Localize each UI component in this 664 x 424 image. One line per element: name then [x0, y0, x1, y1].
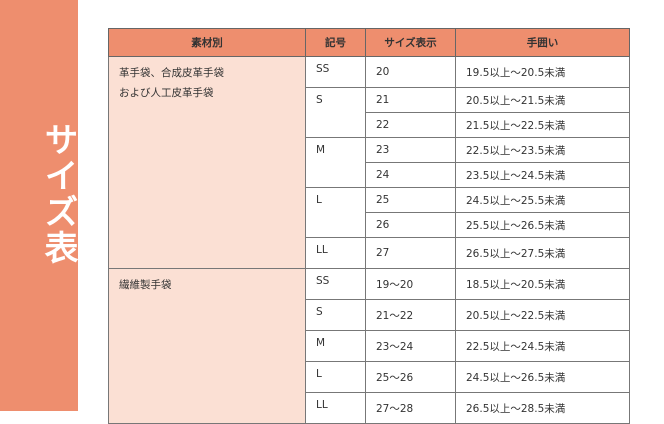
range-cell: 26.5以上～27.5未満 [455, 237, 630, 269]
sidebar-title: サイズ表 [38, 122, 78, 266]
material-label: 繊維製手袋 [119, 279, 172, 291]
size-cell: 24 [365, 162, 456, 188]
symbol-cell: SS [305, 56, 366, 88]
material-label: および人工皮革手袋 [119, 87, 214, 99]
symbol-cell: LL [305, 237, 366, 269]
size-cell: 20 [365, 56, 456, 88]
range-cell: 26.5以上～28.5未満 [455, 392, 630, 424]
header-circumference: 手囲い [455, 28, 630, 57]
header-material: 素材別 [108, 28, 306, 57]
symbol-cell: M [305, 137, 366, 188]
size-cell: 19～20 [365, 268, 456, 300]
table-row: L 25～26 24.5以上～26.5未満 [109, 361, 630, 393]
range-cell: 24.5以上～26.5未満 [455, 361, 630, 393]
size-cell: 27～28 [365, 392, 456, 424]
material-label: 革手袋、合成皮革手袋 [119, 67, 224, 79]
size-cell: 27 [365, 237, 456, 269]
size-cell: 25 [365, 187, 456, 213]
size-cell: 23～24 [365, 330, 456, 362]
size-table: 素材別 記号 サイズ表示 手囲い 革手袋、合成皮革手袋 および人工皮革手袋 SS 20… [108, 28, 630, 424]
symbol-cell: S [305, 87, 366, 138]
table-row: 24 23.5以上～24.5未満 [109, 162, 630, 188]
table-row: M 23 22.5以上～23.5未満 [109, 137, 630, 188]
size-cell: 21～22 [365, 299, 456, 331]
range-cell: 20.5以上～21.5未満 [455, 87, 630, 113]
size-cell: 23 [365, 137, 456, 163]
header-row: 素材別 記号 サイズ表示 手囲い [108, 28, 630, 57]
table-row: S 21～22 20.5以上～22.5未満 [109, 299, 630, 331]
range-cell: 19.5以上～20.5未満 [455, 56, 630, 88]
range-cell: 21.5以上～22.5未満 [455, 112, 630, 138]
symbol-cell: L [305, 187, 366, 238]
symbol-cell: LL [305, 392, 366, 424]
sidebar: サイズ表 [0, 0, 78, 411]
symbol-cell: S [305, 299, 366, 331]
table-row: LL 27 26.5以上～27.5未満 [109, 237, 630, 269]
table-row: 26 25.5以上～26.5未満 [109, 212, 630, 238]
material-cell: 繊維製手袋 [108, 268, 306, 424]
size-cell: 26 [365, 212, 456, 238]
table-row: M 23～24 22.5以上～24.5未満 [109, 330, 630, 362]
table-row: 繊維製手袋 SS 19～20 18.5以上～20.5未満 [108, 268, 630, 424]
material-cell: 革手袋、合成皮革手袋 および人工皮革手袋 [108, 56, 306, 269]
range-cell: 18.5以上～20.5未満 [455, 268, 630, 300]
size-cell: 25～26 [365, 361, 456, 393]
table-row: S 21 20.5以上～21.5未満 [109, 87, 630, 138]
size-cell: 22 [365, 112, 456, 138]
range-cell: 24.5以上～25.5未満 [455, 187, 630, 213]
symbol-cell: M [305, 330, 366, 362]
symbol-cell: L [305, 361, 366, 393]
range-cell: 25.5以上～26.5未満 [455, 212, 630, 238]
range-cell: 23.5以上～24.5未満 [455, 162, 630, 188]
range-cell: 22.5以上～23.5未満 [455, 137, 630, 163]
header-symbol: 記号 [305, 28, 366, 57]
size-cell: 21 [365, 87, 456, 113]
range-cell: 22.5以上～24.5未満 [455, 330, 630, 362]
table-row: L 25 24.5以上～25.5未満 [109, 187, 630, 238]
header-size: サイズ表示 [365, 28, 456, 57]
range-cell: 20.5以上～22.5未満 [455, 299, 630, 331]
symbol-cell: SS [305, 268, 366, 300]
table-row: 革手袋、合成皮革手袋 および人工皮革手袋 SS 20 19.5以上～20.5未満 [108, 56, 630, 269]
